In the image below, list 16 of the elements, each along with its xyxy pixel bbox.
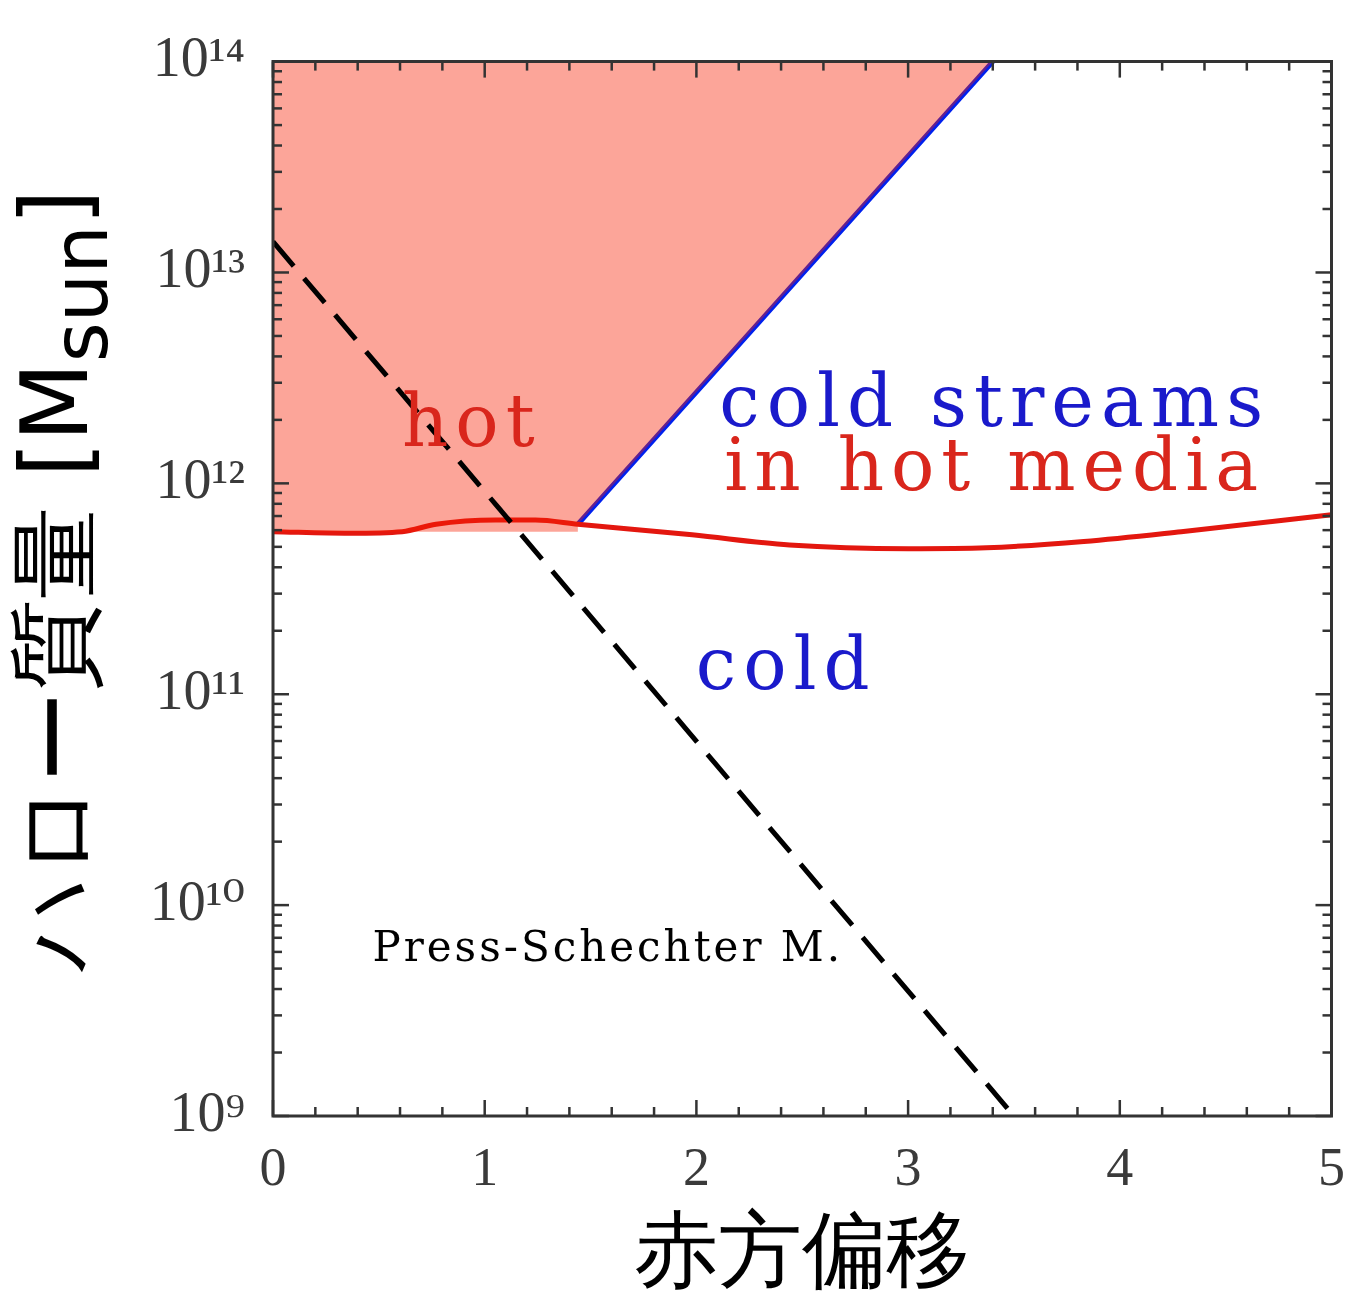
y-tick-label: 10¹³	[155, 237, 245, 300]
x-axis-title: 赤方偏移	[634, 1201, 971, 1300]
y-tick-label: 10¹²	[155, 448, 245, 511]
x-tick-label: 5	[1318, 1136, 1345, 1197]
y-tick-label: 10¹⁰	[149, 869, 245, 932]
x-tick-label: 4	[1106, 1136, 1134, 1197]
y-tick-label: 10⁹	[169, 1080, 245, 1143]
x-tick-label: 0	[259, 1136, 287, 1197]
annotation: cold	[695, 621, 877, 706]
series-label: Press-Schechter M.	[372, 921, 844, 971]
x-tick-label: 1	[471, 1136, 499, 1197]
x-tick-label: 3	[894, 1136, 922, 1197]
y-tick-label: 10¹⁴	[152, 26, 245, 89]
annotation: hot	[401, 379, 542, 464]
y-tick-label: 10¹¹	[155, 658, 245, 721]
x-tick-label: 2	[682, 1136, 710, 1197]
